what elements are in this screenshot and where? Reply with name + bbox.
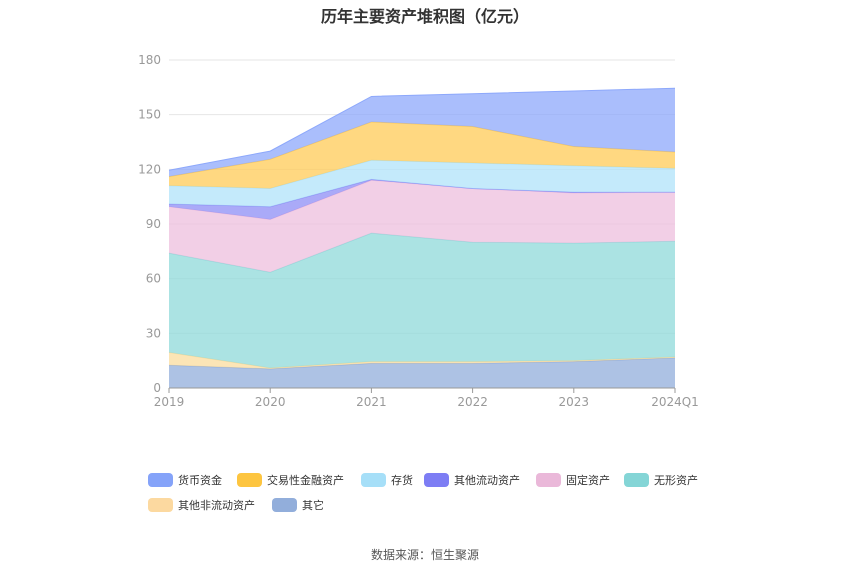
area-series xyxy=(169,180,675,273)
legend-swatch xyxy=(272,498,297,512)
data-source: 数据来源：恒生聚源 xyxy=(370,548,479,562)
y-tick-label: 180 xyxy=(138,53,161,67)
legend-swatch xyxy=(361,473,386,487)
legend-swatch xyxy=(424,473,449,487)
legend-label: 交易性金融资产 xyxy=(267,474,344,487)
legend-swatch xyxy=(237,473,262,487)
legend-item[interactable]: 其他非流动资产 xyxy=(148,497,255,513)
legend-item[interactable]: 其它 xyxy=(272,497,324,513)
y-tick-label: 30 xyxy=(146,326,161,340)
area-series xyxy=(169,88,675,177)
x-tick-label: 2021 xyxy=(356,395,387,409)
x-tick-label: 2023 xyxy=(559,395,590,409)
legend-swatch xyxy=(624,473,649,487)
legend-label: 固定资产 xyxy=(566,474,610,487)
legend-item[interactable]: 交易性金融资产 xyxy=(237,472,344,488)
legend-item[interactable]: 其他流动资产 xyxy=(424,472,520,488)
area-series xyxy=(169,179,675,220)
area-series xyxy=(169,233,675,368)
area-series xyxy=(169,357,675,388)
legend-label: 存货 xyxy=(391,474,413,487)
y-tick-label: 150 xyxy=(138,108,161,122)
legend-item[interactable]: 货币资金 xyxy=(148,472,222,488)
y-tick-label: 60 xyxy=(146,272,161,286)
x-tick-label: 2019 xyxy=(154,395,185,409)
chart-title: 历年主要资产堆积图（亿元） xyxy=(320,7,529,26)
legend-item[interactable]: 固定资产 xyxy=(536,472,610,488)
legend-label: 其它 xyxy=(302,499,324,512)
x-tick-label: 2022 xyxy=(457,395,488,409)
area-series-edge xyxy=(168,87,676,171)
legend-swatch xyxy=(536,473,561,487)
stacked-area-chart: 0 30 60 90 120 150 180 2019 2020 2021 2022 2023 2024… xyxy=(138,53,699,409)
y-tick-label: 90 xyxy=(146,217,161,231)
legend-swatch xyxy=(148,498,173,512)
legend-label: 无形资产 xyxy=(654,474,698,487)
legend-label: 其他非流动资产 xyxy=(178,499,255,512)
area-series xyxy=(169,160,675,207)
legend-item[interactable]: 存货 xyxy=(361,472,413,488)
y-tick-label: 120 xyxy=(138,162,161,176)
legend-item[interactable]: 无形资产 xyxy=(624,472,698,488)
y-tick-label: 0 xyxy=(153,381,161,395)
x-tick-label: 2020 xyxy=(255,395,286,409)
x-tick-label: 2024Q1 xyxy=(651,395,699,409)
legend-label: 货币资金 xyxy=(178,474,222,487)
legend-swatch xyxy=(148,473,173,487)
legend-label: 其他流动资产 xyxy=(454,474,520,487)
area-series xyxy=(169,121,675,189)
